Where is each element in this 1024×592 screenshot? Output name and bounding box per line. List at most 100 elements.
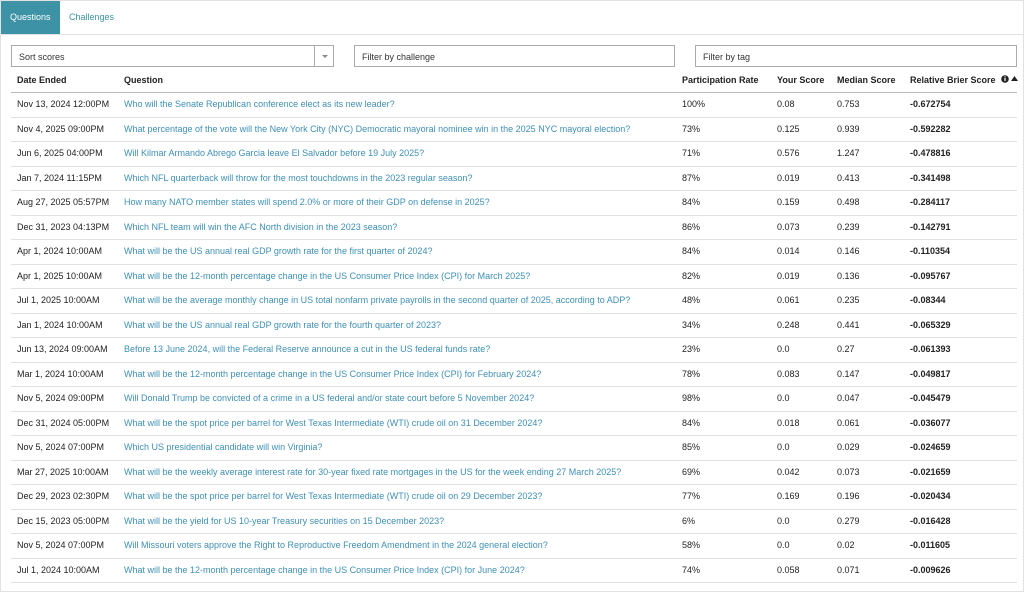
question-link[interactable]: What will be the 12-month percentage cha… <box>124 564 525 575</box>
relative-brier-score: -0.045479 <box>910 393 951 403</box>
date-ended: Jan 7, 2024 11:15PM <box>17 172 102 183</box>
median-score: 0.047 <box>837 393 860 403</box>
relative-brier-score: -0.049817 <box>910 368 951 379</box>
median-score: 0.147 <box>837 368 860 379</box>
median-score: 0.02 <box>837 540 855 550</box>
sort-select[interactable]: Sort scores <box>11 45 334 67</box>
participation-rate: 86% <box>682 221 701 232</box>
question-link[interactable]: Will Missouri voters approve the Right t… <box>124 540 548 550</box>
tab[interactable]: Questions <box>1 1 60 34</box>
median-score: 0.27 <box>837 344 855 354</box>
question-link[interactable]: Who will the Senate Republican conferenc… <box>124 99 395 109</box>
relative-brier-score: -0.341498 <box>910 172 951 183</box>
relative-brier-score: -0.036077 <box>910 417 951 428</box>
question-link[interactable]: What will be the 12-month percentage cha… <box>124 270 531 281</box>
relative-brier-score: -0.110354 <box>910 246 951 256</box>
column-header[interactable]: Median Score <box>837 75 896 85</box>
your-score: 0.0 <box>777 344 790 354</box>
filter-placeholder: Filter by challenge <box>362 52 436 62</box>
date-ended: Jun 6, 2025 04:00PM <box>17 148 103 158</box>
your-score: 0.019 <box>777 270 800 281</box>
your-score: 0.159 <box>777 197 800 207</box>
question-link[interactable]: What will be the 12-month percentage cha… <box>124 368 542 379</box>
your-score: 0.08 <box>777 99 795 109</box>
participation-rate: 77% <box>682 491 701 501</box>
relative-brier-score: -0.142791 <box>910 221 951 232</box>
question-link[interactable]: Before 13 June 2024, will the Federal Re… <box>124 344 491 354</box>
info-glyph <box>1004 76 1006 78</box>
median-score: 0.029 <box>837 442 860 452</box>
date-ended: Jul 1, 2025 10:00AM <box>17 295 100 305</box>
sort-arrow[interactable] <box>1011 76 1018 81</box>
question-link[interactable]: What will be the weekly average interest… <box>124 466 622 477</box>
your-score: 0.061 <box>777 295 800 305</box>
table-row: Jan 1, 2024 10:00AM What will be the US a… <box>11 314 1017 338</box>
median-score: 0.061 <box>837 417 860 428</box>
select-arrow <box>322 55 328 58</box>
column-header[interactable]: Participation Rate <box>682 75 759 85</box>
question-link[interactable]: What will be the yield for US 10-year Tr… <box>124 515 445 526</box>
table-row: Dec 29, 2023 02:30PM What will be the spo… <box>11 485 1017 510</box>
date-ended: Nov 4, 2025 09:00PM <box>17 123 105 134</box>
relative-brier-score: -0.024659 <box>910 442 951 452</box>
question-link[interactable]: Which NFL quarterback will throw for the… <box>124 172 473 183</box>
relative-brier-score: -0.020434 <box>910 491 951 501</box>
question-link[interactable]: What will be the spot price per barrel f… <box>124 417 543 428</box>
date-ended: Apr 1, 2025 10:00AM <box>17 270 103 281</box>
question-link[interactable]: Which NFL team will win the AFC North di… <box>124 221 398 232</box>
relative-brier-score: -0.011605 <box>910 540 951 550</box>
date-ended: Jun 13, 2024 09:00AM <box>17 344 108 354</box>
date-ended: Jan 1, 2024 10:00AM <box>17 319 103 330</box>
median-score: 0.239 <box>837 221 860 232</box>
date-ended: Apr 1, 2024 10:00AM <box>17 246 103 256</box>
column-header[interactable]: Relative Brier Score <box>910 75 996 85</box>
question-link[interactable]: Will Kilmar Armando Abrego Garcia leave … <box>124 148 425 158</box>
table-row: Jun 13, 2024 09:00AM Before 13 June 2024,… <box>11 338 1017 363</box>
participation-rate: 73% <box>682 123 701 134</box>
tag-filter[interactable]: Filter by tag <box>695 45 1017 67</box>
column-header[interactable]: Your Score <box>777 75 825 85</box>
median-score: 0.413 <box>837 172 860 183</box>
median-score: 0.441 <box>837 319 860 330</box>
relative-brier-score: -0.284117 <box>910 197 951 207</box>
table-row: Apr 1, 2024 10:00AM What will be the US a… <box>11 240 1017 265</box>
question-link[interactable]: Which US presidential candidate will win… <box>124 442 323 452</box>
your-score: 0.0 <box>777 540 790 550</box>
participation-rate: 85% <box>682 442 701 452</box>
column-header[interactable]: Date Ended <box>17 75 67 85</box>
your-score: 0.248 <box>777 319 800 330</box>
your-score: 0.0 <box>777 393 790 403</box>
date-ended: Dec 31, 2023 04:13PM <box>17 221 110 232</box>
table-row: Dec 31, 2023 04:13PM Which NFL team will … <box>11 216 1017 240</box>
question-link[interactable]: What will be the spot price per barrel f… <box>124 491 543 501</box>
question-link[interactable]: Will Donald Trump be convicted of a crim… <box>124 393 535 403</box>
select-divider <box>314 46 315 66</box>
question-link[interactable]: What percentage of the vote will the New… <box>124 123 631 134</box>
challenge-filter[interactable]: Filter by challenge <box>354 45 675 67</box>
header-icons <box>1001 75 1018 83</box>
your-score: 0.018 <box>777 417 800 428</box>
table-row: Nov 5, 2024 07:00PM Which US presidential… <box>11 436 1017 461</box>
select-text: Sort scores <box>19 52 65 62</box>
question-link[interactable]: What will be the average monthly change … <box>124 295 631 305</box>
question-link[interactable]: What will be the US annual real GDP grow… <box>124 319 442 330</box>
participation-rate: 84% <box>682 246 701 256</box>
date-ended: Dec 31, 2024 05:00PM <box>17 417 110 428</box>
your-score: 0.0 <box>777 515 790 526</box>
participation-rate: 74% <box>682 564 701 575</box>
median-score: 0.235 <box>837 295 860 305</box>
question-link[interactable]: How many NATO member states will spend 2… <box>124 197 490 207</box>
median-score: 0.073 <box>837 466 860 477</box>
tab[interactable]: Challenges <box>69 12 115 22</box>
median-score: 0.136 <box>837 270 860 281</box>
relative-brier-score: -0.016428 <box>910 515 951 526</box>
participation-rate: 87% <box>682 172 701 183</box>
table-row: Nov 13, 2024 12:00PM Who will the Senate … <box>11 93 1017 118</box>
table-row: Apr 1, 2025 10:00AM What will be the 12-m… <box>11 265 1017 289</box>
participation-rate: 71% <box>682 148 701 158</box>
column-header[interactable]: Question <box>124 75 164 85</box>
question-link[interactable]: What will be the US annual real GDP grow… <box>124 246 433 256</box>
median-score: 0.196 <box>837 491 860 501</box>
date-ended: Aug 27, 2025 05:57PM <box>17 197 110 207</box>
